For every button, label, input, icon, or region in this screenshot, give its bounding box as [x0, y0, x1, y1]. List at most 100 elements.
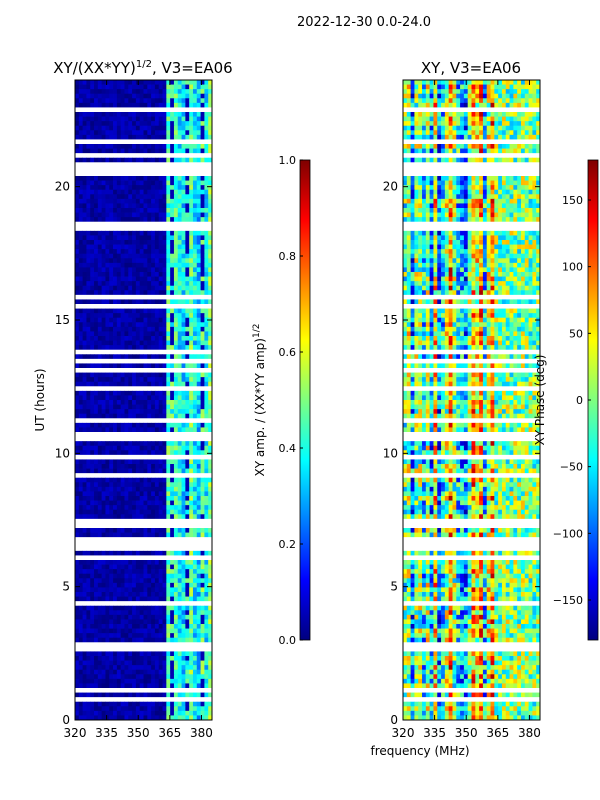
heatmap-cell	[109, 290, 114, 296]
heatmap-cell	[86, 610, 91, 616]
heatmap-cell	[97, 710, 103, 716]
heatmap-cell	[120, 400, 125, 405]
heatmap-cell	[105, 336, 110, 341]
amplitude-colorbar-tick-label: 0.4	[279, 442, 297, 455]
heatmap-cell	[444, 80, 450, 85]
heatmap-cell	[143, 93, 148, 99]
heatmap-cell	[433, 217, 438, 223]
heatmap-cell	[192, 605, 198, 611]
heatmap-cell	[173, 514, 179, 520]
heatmap-cell	[105, 445, 110, 451]
heatmap-cell	[448, 144, 453, 149]
heatmap-cell	[410, 121, 415, 127]
heatmap-cell	[532, 185, 537, 191]
heatmap-cell	[105, 505, 110, 511]
heatmap-cell	[204, 244, 209, 250]
heatmap-cell	[94, 84, 99, 90]
heatmap-cell	[97, 340, 103, 346]
heatmap-cell	[200, 496, 205, 501]
heatmap-cell	[173, 628, 179, 634]
heatmap-cell	[189, 363, 194, 369]
heatmap-cell	[97, 253, 103, 259]
heatmap-cell	[189, 203, 194, 209]
heatmap-cell	[128, 560, 133, 565]
heatmap-cell	[78, 710, 84, 716]
heatmap-cell	[135, 628, 141, 634]
heatmap-cell	[97, 596, 103, 602]
heatmap-cell	[124, 272, 129, 277]
heatmap-cell	[147, 326, 152, 332]
heatmap-cell	[97, 313, 103, 319]
heatmap-cell	[143, 486, 148, 492]
heatmap-cell	[116, 656, 122, 661]
heatmap-cell	[524, 125, 529, 131]
heatmap-cell	[204, 112, 209, 117]
heatmap-cell	[75, 692, 80, 698]
heatmap-cell	[86, 445, 91, 451]
heatmap-cell	[78, 422, 84, 428]
heatmap-cell	[185, 404, 190, 410]
heatmap-cell	[97, 628, 103, 634]
heatmap-cell	[441, 203, 446, 209]
heatmap-cell	[490, 180, 495, 186]
heatmap-cell	[135, 253, 141, 259]
heatmap-cell	[162, 354, 167, 360]
heatmap-cell	[78, 345, 84, 351]
heatmap-cell	[113, 272, 118, 277]
heatmap-cell	[509, 112, 514, 117]
heatmap-cell	[181, 560, 186, 565]
heatmap-cell	[78, 354, 84, 360]
heatmap-cell	[120, 468, 125, 474]
heatmap-cell	[116, 148, 122, 154]
heatmap-cell	[113, 281, 118, 287]
heatmap-cell	[154, 614, 160, 620]
heatmap-cell	[162, 381, 167, 387]
heatmap-cell	[128, 427, 133, 433]
heatmap-cell	[143, 509, 148, 515]
heatmap-cell	[143, 400, 148, 405]
heatmap-cell	[151, 404, 156, 410]
heatmap-cell	[444, 125, 450, 131]
heatmap-cell	[101, 253, 106, 259]
heatmap-cell	[520, 198, 526, 204]
heatmap-cell	[528, 230, 533, 236]
heatmap-cell	[192, 614, 198, 620]
heatmap-cell	[101, 496, 106, 501]
heatmap-cell	[471, 144, 476, 149]
heatmap-cell	[143, 185, 148, 191]
heatmap-cell	[97, 185, 103, 191]
heatmap-cell	[94, 637, 99, 643]
heatmap-cell	[463, 84, 469, 90]
heatmap-cell	[189, 464, 194, 469]
heatmap-cell	[422, 212, 427, 218]
heatmap-cell	[139, 683, 144, 689]
heatmap-cell	[97, 715, 103, 720]
heatmap-cell	[109, 258, 114, 264]
heatmap-cell	[166, 267, 171, 273]
heatmap-cell	[181, 299, 186, 305]
heatmap-cell	[196, 482, 201, 488]
heatmap-cell	[94, 144, 99, 149]
heatmap-cell	[78, 189, 84, 195]
heatmap-cell	[200, 592, 205, 597]
heatmap-cell	[475, 116, 480, 122]
heatmap-cell	[105, 582, 110, 588]
heatmap-cell	[82, 592, 87, 597]
heatmap-cell	[536, 125, 540, 131]
heatmap-cell	[82, 550, 87, 556]
heatmap-cell	[177, 665, 182, 671]
heatmap-cell	[135, 441, 141, 447]
heatmap-cell	[116, 354, 122, 360]
heatmap-cell	[173, 176, 179, 181]
heatmap-cell	[520, 116, 526, 122]
heatmap-cell	[406, 84, 412, 90]
heatmap-cell	[471, 102, 476, 108]
heatmap-cell	[192, 550, 198, 556]
heatmap-cell	[181, 272, 186, 277]
heatmap-cell	[429, 125, 434, 131]
heatmap-cell	[200, 363, 205, 369]
heatmap-cell	[82, 624, 87, 629]
heatmap-cell	[528, 93, 533, 99]
heatmap-cell	[124, 596, 129, 602]
heatmap-cell	[414, 194, 419, 200]
